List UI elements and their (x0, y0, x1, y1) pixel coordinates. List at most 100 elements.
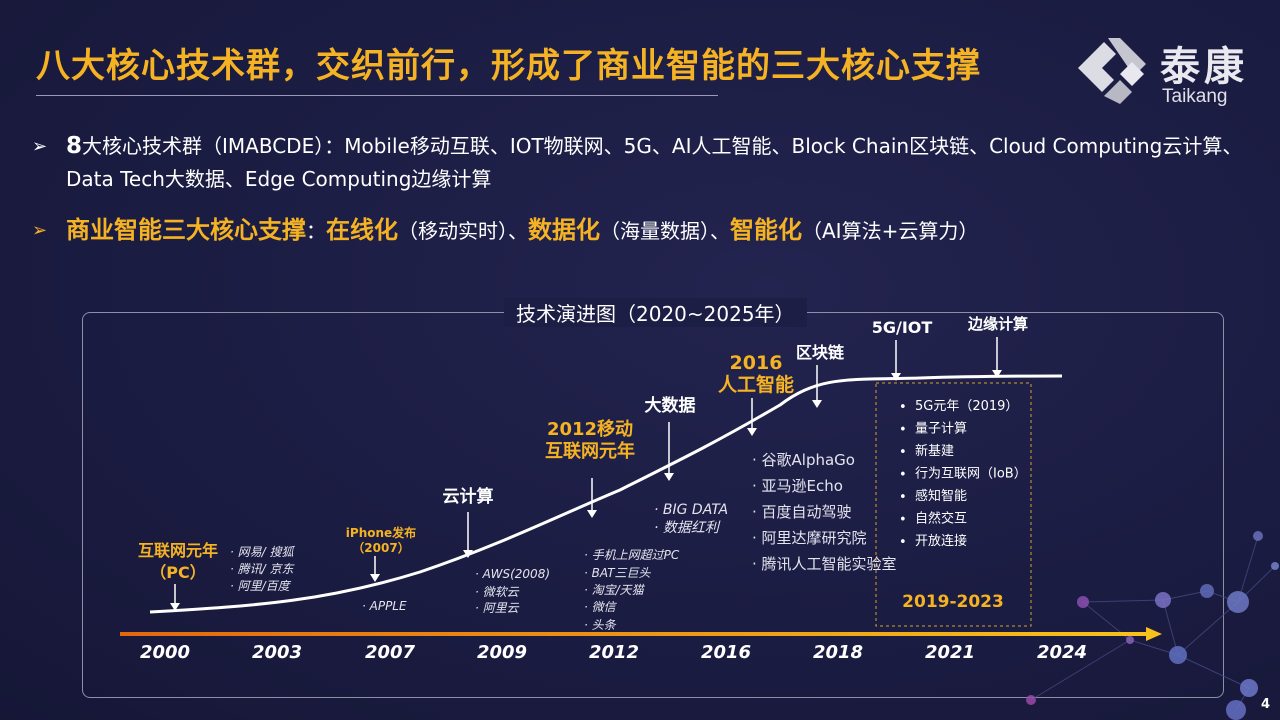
milestone-note: · APPLE (362, 599, 407, 613)
period-label: 2019-2023 (902, 592, 1004, 612)
milestone-note: · 阿里达摩研究院 (752, 529, 867, 547)
x-tick-label: 2000 (140, 642, 190, 663)
arrow-head-icon (891, 373, 901, 381)
chart-title: 技术演进图（2020~2025年） (504, 298, 807, 327)
milestone-label: 互联网元年 (138, 541, 218, 560)
network-dot (1271, 562, 1279, 570)
page-title: 八大核心技术群，交织前行，形成了商业智能的三大核心支撑 (36, 46, 981, 86)
milestone-label: 云计算 (443, 486, 494, 507)
x-tick-label: 2012 (589, 642, 639, 663)
network-dot (1200, 584, 1214, 598)
network-dot (1226, 700, 1246, 720)
milestone-note: · 淘宝/天猫 (584, 583, 646, 597)
milestone-label: 2012移动 (547, 418, 633, 440)
time-axis (120, 632, 1150, 636)
milestone-label: iPhone发布 (346, 525, 416, 540)
milestone-note: · 阿里云 (475, 601, 520, 615)
bullet-tech-groups: ➢ 8大核心技术群（IMABCDE）：Mobile移动互联、IOT物联网、5G、… (32, 130, 1272, 196)
milestone-note: · 腾讯人工智能实验室 (752, 555, 897, 573)
milestone-note: · 微软云 (475, 585, 520, 599)
milestone-label: 2016 (730, 352, 783, 374)
x-tick-label: 2003 (252, 642, 302, 663)
network-line (1082, 599, 1164, 603)
network-line (1030, 639, 1131, 701)
milestone-label: 大数据 (645, 395, 696, 416)
arrow-head-icon (587, 510, 597, 518)
milestone-note: · 百度自动驾驶 (752, 503, 852, 521)
network-dot (1077, 596, 1089, 608)
box-bullet-icon: • (899, 535, 907, 550)
box-item: 行为互联网（IoB） (915, 467, 1027, 482)
network-line (1177, 654, 1250, 689)
arrow-head-icon (370, 574, 380, 582)
box-item: 量子计算 (915, 422, 967, 437)
note-data: （海量数据）、 (600, 219, 730, 243)
growth-curve (149, 374, 1063, 614)
box-item: 感知智能 (915, 488, 967, 504)
arrow-head-icon (463, 550, 473, 558)
milestone-label: 互联网元年 (545, 440, 635, 462)
milestone-note: · BIG DATA (654, 502, 728, 518)
network-dot (1169, 646, 1187, 664)
arrow-head-icon (992, 370, 1002, 378)
keyword-data: 数据化 (528, 216, 600, 244)
bullet-number: 8 (66, 133, 83, 159)
logo-chinese-text: 泰康 (1160, 43, 1248, 90)
x-tick-label: 2007 (365, 642, 416, 663)
note-intelligent: （AI算法+云算力） (802, 219, 979, 243)
network-line (1177, 601, 1239, 656)
box-bullet-icon: • (899, 513, 907, 528)
network-line (1237, 535, 1259, 603)
bullet-arrow-icon: ➢ (32, 136, 48, 157)
milestone-note: · 数据红利 (654, 520, 721, 536)
milestone-note: · 阿里/百度 (230, 579, 292, 593)
keyword-intelligent: 智能化 (730, 216, 802, 244)
arrow-head-icon (170, 603, 180, 611)
box-bullet-icon: • (899, 490, 907, 505)
page-number: 4 (1260, 697, 1270, 712)
network-line (1162, 599, 1179, 656)
arrow-head-icon (747, 428, 757, 436)
milestone-label: 5G/IOT (872, 318, 933, 337)
bullet-text: 大核心技术群（IMABCDE）：Mobile移动互联、IOT物联网、5G、AI人… (66, 134, 1243, 191)
taikang-logo: 泰康 Taikang (1074, 30, 1254, 110)
milestone-note: · 谷歌AlphaGo (752, 451, 855, 469)
milestone-label: （PC） (150, 563, 205, 582)
title-divider (36, 95, 718, 96)
logo-mark-icon (1078, 38, 1146, 104)
bullet-heading: 商业智能三大核心支撑 (66, 216, 306, 244)
logo-english-text: Taikang (1162, 86, 1228, 107)
milestone-note: · 头条 (584, 618, 617, 632)
milestone-note: · BAT三巨头 (584, 566, 652, 580)
arrow-head-icon (812, 400, 822, 408)
milestone-note: · 手机上网超过PC (584, 548, 680, 562)
box-item: 新基建 (915, 443, 954, 459)
note-online: （移动实时）、 (398, 219, 528, 243)
milestone-label: 人工智能 (718, 373, 794, 396)
box-bullet-icon: • (899, 468, 907, 483)
keyword-online: 在线化 (326, 216, 398, 244)
box-item: 自然交互 (915, 511, 967, 527)
milestone-note: · 网易/ 搜狐 (230, 545, 295, 559)
arrow-head-icon (664, 473, 674, 481)
x-tick-label: 2016 (701, 642, 751, 663)
milestone-note: · 微信 (584, 600, 618, 614)
milestone-label: （2007） (352, 540, 409, 555)
network-dot (1126, 636, 1134, 644)
network-dot (1227, 591, 1249, 613)
colon: ： (306, 219, 326, 243)
milestone-note: · 亚马逊Echo (752, 477, 843, 495)
milestone-note: · AWS(2008) (475, 567, 550, 581)
x-tick-label: 2021 (925, 642, 975, 663)
network-dot (1026, 695, 1036, 705)
milestone-note: · 腾讯/ 京东 (230, 562, 295, 576)
network-dot (1253, 531, 1263, 541)
bullet-core-support: ➢ 商业智能三大核心支撑：在线化（移动实时）、数据化（海量数据）、智能化（AI算… (32, 214, 1272, 248)
box-bullet-icon: • (899, 400, 907, 415)
box-bullet-icon: • (899, 445, 907, 460)
network-dot (1240, 679, 1258, 697)
box-item: 5G元年（2019） (915, 399, 1018, 414)
bullet-arrow-icon: ➢ (32, 220, 48, 241)
box-bullet-icon: • (899, 423, 907, 438)
